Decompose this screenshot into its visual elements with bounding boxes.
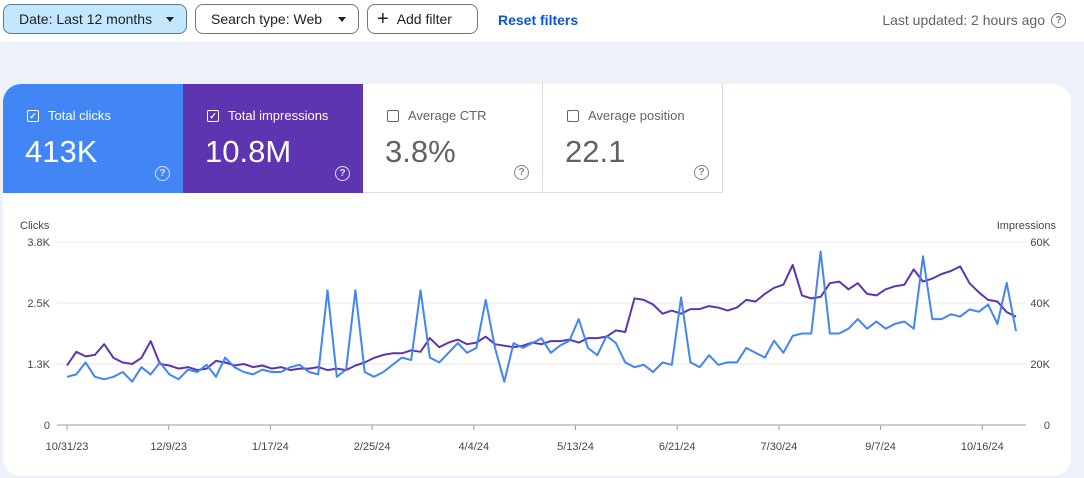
checkbox-icon[interactable] (387, 109, 399, 122)
help-circle-icon[interactable]: ? (1051, 12, 1066, 28)
metric-label: Total impressions (228, 108, 329, 123)
x-axis-tick: 10/31/23 (46, 441, 89, 453)
metric-value: 10.8M (205, 134, 292, 169)
metric-card-average-position[interactable]: Average position 22.1 ? (543, 84, 723, 193)
metric-label-row: ✓ Total impressions (207, 108, 328, 123)
x-axis-tick: 10/16/24 (961, 441, 1004, 453)
performance-panel: ✓ Total clicks 413K ? ✓ Total impression… (3, 84, 1071, 476)
x-axis-tick: 4/4/24 (459, 441, 490, 453)
reset-filters-link[interactable]: Reset filters (498, 12, 579, 28)
metric-label-row: Average position (567, 108, 685, 123)
x-axis-tick: 1/17/24 (252, 441, 289, 453)
metric-card-total-clicks[interactable]: ✓ Total clicks 413K ? (3, 84, 183, 193)
clicks-series-line (66, 250, 1017, 383)
date-filter-label: Date: Last 12 months (19, 11, 153, 27)
add-filter-label: Add filter (396, 11, 452, 27)
metric-card-total-impressions[interactable]: ✓ Total impressions 10.8M ? (183, 84, 363, 193)
x-axis-tick: 7/30/24 (761, 441, 798, 453)
metric-value: 22.1 (565, 134, 626, 169)
x-axis-tick: 9/7/24 (865, 441, 896, 453)
metric-label: Total clicks (48, 108, 111, 123)
right-axis-tick: 40K (1030, 298, 1050, 310)
search-type-filter-button[interactable]: Search type: Web (195, 4, 359, 34)
checkbox-icon[interactable]: ✓ (207, 109, 219, 122)
metric-label-row: Average CTR (387, 108, 487, 123)
date-filter-button[interactable]: Date: Last 12 months (3, 4, 187, 34)
x-axis-tick: 2/25/24 (354, 441, 391, 453)
help-circle-icon[interactable]: ? (335, 166, 350, 181)
last-updated-text: Last updated: 2 hours ago (882, 12, 1045, 28)
left-axis-tick: 0 (44, 420, 50, 432)
plus-icon: + (377, 8, 389, 30)
left-axis-tick: 3.8K (27, 237, 50, 249)
impressions-series-line (66, 263, 1017, 372)
right-axis-title: Impressions (997, 220, 1057, 232)
add-filter-button[interactable]: + Add filter (367, 4, 478, 34)
metric-label: Average CTR (408, 108, 487, 123)
last-updated: Last updated: 2 hours ago ? (882, 12, 1066, 28)
left-axis-title: Clicks (20, 220, 50, 232)
metric-label-row: ✓ Total clicks (27, 108, 111, 123)
x-axis-tick: 12/9/23 (150, 441, 187, 453)
help-circle-icon[interactable]: ? (155, 166, 170, 181)
left-axis-tick: 2.5K (27, 298, 50, 310)
right-axis-tick: 60K (1030, 237, 1050, 249)
right-axis-tick: 0 (1044, 420, 1050, 432)
help-circle-icon[interactable]: ? (694, 165, 709, 180)
checkbox-icon[interactable]: ✓ (27, 109, 39, 122)
caret-down-icon (166, 16, 174, 22)
metric-value: 3.8% (385, 134, 456, 169)
left-axis-tick: 1.3K (27, 359, 50, 371)
search-type-label: Search type: Web (211, 11, 323, 27)
help-circle-icon[interactable]: ? (514, 165, 529, 180)
metric-value: 413K (25, 134, 98, 169)
checkbox-icon[interactable] (567, 109, 579, 122)
metric-label: Average position (588, 108, 685, 123)
caret-down-icon (338, 16, 346, 22)
x-axis-tick: 5/13/24 (557, 441, 594, 453)
right-axis-tick: 20K (1030, 359, 1050, 371)
x-axis-tick: 6/21/24 (659, 441, 696, 453)
metric-card-average-ctr[interactable]: Average CTR 3.8% ? (363, 84, 543, 193)
toolbar: Date: Last 12 months Search type: Web + … (0, 0, 1084, 42)
